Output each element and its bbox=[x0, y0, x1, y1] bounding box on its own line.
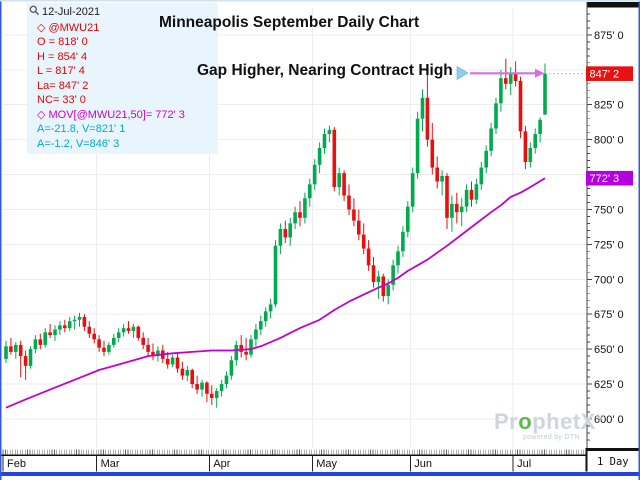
moving-average-line bbox=[5, 177, 546, 409]
diamond-icon: ◇ bbox=[37, 108, 46, 121]
legend-row: A=-21.8, V=821' 1 bbox=[37, 122, 218, 137]
legend-row: NC= 33' 0 bbox=[37, 93, 218, 108]
month-label: Apr bbox=[213, 458, 230, 470]
y-axis-label: 750' 0 bbox=[594, 204, 624, 216]
legend-row-text: A=-21.8, V=821' 1 bbox=[37, 123, 126, 136]
legend-row-text: La= 847' 2 bbox=[37, 79, 89, 92]
y-axis-label: 875' 0 bbox=[594, 30, 624, 42]
powered-by-dtn-label: powered by DTN bbox=[523, 434, 580, 441]
y-axis-label: 825' 0 bbox=[594, 100, 624, 112]
y-axis-label: 700' 0 bbox=[594, 274, 624, 286]
magnifier-icon[interactable] bbox=[29, 5, 40, 21]
y-axis-label: 675' 0 bbox=[594, 309, 624, 321]
legend-row: O = 818' 0 bbox=[37, 35, 218, 50]
legend-row-text: @MWU21 bbox=[48, 21, 100, 34]
svg-text:772' 3: 772' 3 bbox=[590, 173, 620, 185]
legend-row: ◇ MOV[@MWU21,50]= 772' 3 bbox=[37, 108, 218, 123]
legend-date: 12-Jul-2021 bbox=[42, 6, 101, 18]
legend-row: La= 847' 2 bbox=[37, 79, 218, 94]
legend-row: L = 817' 4 bbox=[37, 64, 218, 79]
month-label: Feb bbox=[7, 458, 26, 470]
legend-row-text: MOV[@MWU21,50]= 772' 3 bbox=[48, 108, 185, 121]
diamond-icon: ◇ bbox=[37, 21, 46, 34]
legend-row-text: L = 817' 4 bbox=[37, 65, 85, 78]
y-axis-label: 725' 0 bbox=[594, 239, 624, 251]
legend-row: H = 854' 4 bbox=[37, 50, 218, 65]
y-axis-label: 650' 0 bbox=[594, 344, 624, 356]
annotation-text: Gap Higher, Nearing Contract High bbox=[197, 62, 453, 79]
candlestick-series bbox=[4, 58, 547, 408]
legend-row-text: A=-1.2, V=846' 3 bbox=[37, 137, 120, 150]
month-label: May bbox=[316, 458, 337, 470]
x-axis: Feb Mar Apr May Jun Jul bbox=[0, 449, 586, 472]
month-label: Mar bbox=[101, 458, 120, 470]
interval-box[interactable]: 1 Day bbox=[585, 448, 640, 472]
y-axis-label: 800' 0 bbox=[594, 135, 624, 147]
legend-row-text: H = 854' 4 bbox=[37, 50, 88, 63]
arrow-head-icon bbox=[535, 68, 545, 78]
annotation-pointer-icon bbox=[456, 65, 469, 81]
annotation-arrow bbox=[456, 65, 545, 81]
legend-row: ◇ @MWU21 bbox=[37, 21, 218, 36]
last-price-badge: 847' 2 bbox=[586, 66, 633, 81]
legend-row-text: O = 818' 0 bbox=[37, 36, 88, 49]
chart-title: Minneapolis September Daily Chart bbox=[159, 14, 420, 31]
y-axis-label: 625' 0 bbox=[594, 379, 624, 391]
legend-row-text: NC= 33' 0 bbox=[37, 94, 86, 107]
month-label: Jun bbox=[414, 458, 432, 470]
interval-label: 1 Day bbox=[597, 456, 629, 468]
svg-text:847' 2: 847' 2 bbox=[590, 69, 620, 81]
y-axis-label: 600' 0 bbox=[594, 414, 624, 426]
prophetx-watermark-logo: ProphetX® bbox=[494, 409, 603, 434]
legend-row: A=-1.2, V=846' 3 bbox=[37, 137, 218, 152]
legend-date-row: 12-Jul-2021 bbox=[29, 5, 218, 21]
ma-value-badge: 772' 3 bbox=[586, 170, 633, 186]
month-label: Jul bbox=[517, 458, 531, 470]
